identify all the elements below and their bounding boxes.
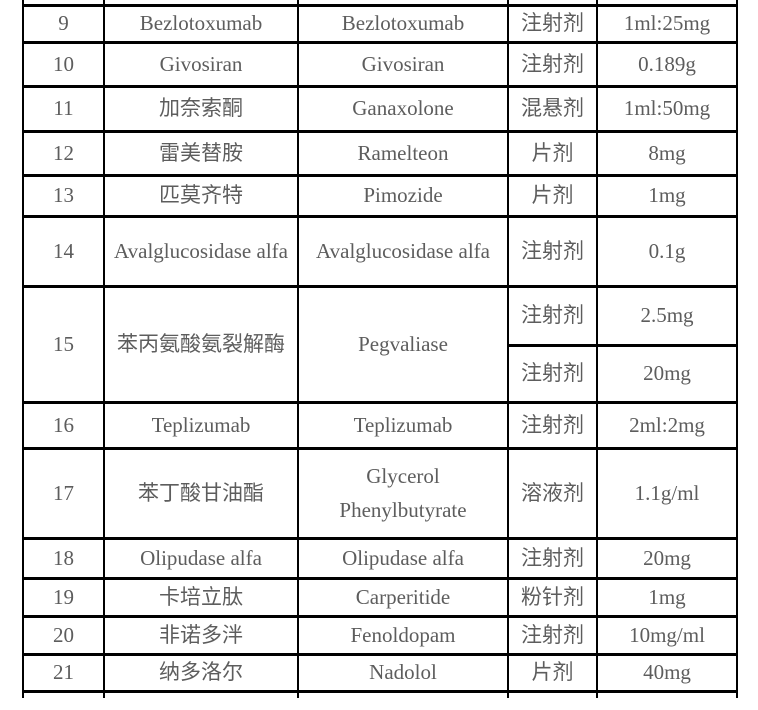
spec-cell: 0.189g: [596, 41, 738, 88]
dosage-form-cell: 注射剂: [507, 41, 598, 88]
clipped-cell: [103, 689, 299, 698]
dosage-form-cell: 溶液剂: [507, 447, 598, 540]
drug-name-en-cell: Ganaxolone: [297, 85, 509, 133]
drug-name-en-cell: Fenoldopam: [297, 615, 509, 656]
drug-name-en-cell: Avalglucosidase alfa: [297, 215, 509, 288]
drug-name-cn-cell: 匹莫齐特: [103, 174, 299, 218]
drug-name-en-cell: Carperitide: [297, 577, 509, 618]
drug-name-cn-cell: Teplizumab: [103, 401, 299, 450]
spec-cell: 2.5mg: [596, 285, 738, 347]
spec-cell: 20mg: [596, 537, 738, 580]
row-number-cell: 18: [22, 537, 105, 580]
drug-name-cn-cell: Bezlotoxumab: [103, 4, 299, 44]
spec-cell: 40mg: [596, 653, 738, 693]
drug-name-en-cell: Bezlotoxumab: [297, 4, 509, 44]
dosage-form-cell: 注射剂: [507, 401, 598, 450]
table-row: 19 卡培立肽 Carperitide 粉针剂 1mg: [22, 577, 738, 618]
drug-name-cn-cell: Givosiran: [103, 41, 299, 88]
dosage-form-cell: 注射剂: [507, 285, 598, 347]
drug-name-cn-cell: 非诺多泮: [103, 615, 299, 656]
row-number-cell: 17: [22, 447, 105, 540]
clipped-cell: [22, 689, 105, 698]
table-row: 21 纳多洛尔 Nadolol 片剂 40mg: [22, 653, 738, 693]
spec-cell: 8mg: [596, 130, 738, 177]
table-row: 20 非诺多泮 Fenoldopam 注射剂 10mg/ml: [22, 615, 738, 656]
spec-cell: 1ml:50mg: [596, 85, 738, 133]
clipped-row-below: [22, 689, 738, 698]
spec-cell: 2ml:2mg: [596, 401, 738, 450]
drug-name-en-cell: Olipudase alfa: [297, 537, 509, 580]
row-number-cell: 20: [22, 615, 105, 656]
table-row: 10 Givosiran Givosiran 注射剂 0.189g: [22, 41, 738, 88]
table-row: 15 苯丙氨酸氨裂解酶 Pegvaliase 注射剂 2.5mg: [22, 285, 738, 404]
spec-cell: 1ml:25mg: [596, 4, 738, 44]
drug-name-cn-cell: 卡培立肽: [103, 577, 299, 618]
dosage-form-cell: 片剂: [507, 130, 598, 177]
row-number-cell: 16: [22, 401, 105, 450]
drug-name-en-cell: Glycerol Phenylbutyrate: [297, 447, 509, 540]
drug-name-cn-cell: 加奈索酮: [103, 85, 299, 133]
spec-cell: 1mg: [596, 174, 738, 218]
clipped-cell: [507, 0, 598, 7]
dosage-form-cell: 粉针剂: [507, 577, 598, 618]
row-number-cell: 11: [22, 85, 105, 133]
table-row: 18 Olipudase alfa Olipudase alfa 注射剂 20m…: [22, 537, 738, 580]
row-number-cell: 21: [22, 653, 105, 693]
drug-name-cn-cell: Olipudase alfa: [103, 537, 299, 580]
drug-name-cn-cell: 苯丁酸甘油酯: [103, 447, 299, 540]
table-row: 17 苯丁酸甘油酯 Glycerol Phenylbutyrate 溶液剂 1.…: [22, 447, 738, 540]
clipped-cell: [596, 689, 738, 698]
row-number-cell: 15: [22, 285, 105, 404]
dosage-form-cell: 注射剂: [507, 615, 598, 656]
row-number-cell: 12: [22, 130, 105, 177]
row-number-cell: 19: [22, 577, 105, 618]
spec-cell: 10mg/ml: [596, 615, 738, 656]
spec-cell: 0.1g: [596, 215, 738, 288]
spec-cell: 1mg: [596, 577, 738, 618]
clipped-cell: [297, 689, 509, 698]
spec-cell: 20mg: [596, 344, 738, 404]
dosage-form-cell: 注射剂: [507, 4, 598, 44]
clipped-cell: [297, 0, 509, 7]
dosage-form-cell: 注射剂: [507, 344, 598, 404]
drug-name-en-cell: Teplizumab: [297, 401, 509, 450]
table-row: 12 雷美替胺 Ramelteon 片剂 8mg: [22, 130, 738, 177]
row-number-cell: 14: [22, 215, 105, 288]
drug-name-cn-cell: Avalglucosidase alfa: [103, 215, 299, 288]
clipped-row-above: [22, 0, 738, 7]
drug-name-cn-cell: 雷美替胺: [103, 130, 299, 177]
row-number-cell: 13: [22, 174, 105, 218]
row-number-cell: 10: [22, 41, 105, 88]
clipped-cell: [22, 0, 105, 7]
drug-name-en-cell: Givosiran: [297, 41, 509, 88]
drug-name-en-cell: Pegvaliase: [297, 285, 509, 404]
table-row: 11 加奈索酮 Ganaxolone 混悬剂 1ml:50mg: [22, 85, 738, 133]
clipped-cell: [507, 689, 598, 698]
row-number-cell: 9: [22, 4, 105, 44]
table-row: 14 Avalglucosidase alfa Avalglucosidase …: [22, 215, 738, 288]
spec-cell: 1.1g/ml: [596, 447, 738, 540]
dosage-form-cell: 注射剂: [507, 537, 598, 580]
dosage-form-cell: 片剂: [507, 174, 598, 218]
drug-table: 9 Bezlotoxumab Bezlotoxumab 注射剂 1ml:25mg…: [22, 0, 738, 698]
drug-name-en-cell: Nadolol: [297, 653, 509, 693]
table-row: 16 Teplizumab Teplizumab 注射剂 2ml:2mg: [22, 401, 738, 450]
dosage-form-cell: 片剂: [507, 653, 598, 693]
clipped-cell: [596, 0, 738, 7]
drug-name-cn-cell: 纳多洛尔: [103, 653, 299, 693]
table-subrow: 注射剂 20mg: [23, 344, 738, 404]
table-row: 9 Bezlotoxumab Bezlotoxumab 注射剂 1ml:25mg: [22, 4, 738, 44]
clipped-cell: [103, 0, 299, 7]
drug-name-cn-cell: 苯丙氨酸氨裂解酶: [103, 285, 299, 404]
dosage-form-cell: 混悬剂: [507, 85, 598, 133]
dosage-form-cell: 注射剂: [507, 215, 598, 288]
drug-name-en-cell: Pimozide: [297, 174, 509, 218]
table-row: 13 匹莫齐特 Pimozide 片剂 1mg: [22, 174, 738, 218]
drug-name-en-cell: Ramelteon: [297, 130, 509, 177]
